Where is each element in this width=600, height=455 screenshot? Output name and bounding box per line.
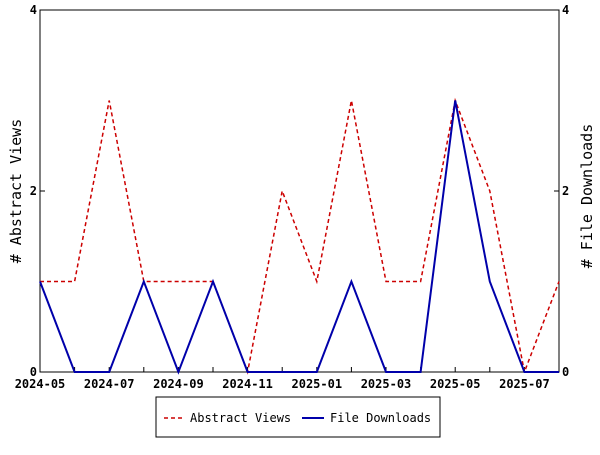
left-tick-label-2: 2 <box>30 184 37 198</box>
left-axis-ticks: 0 2 4 <box>30 3 45 379</box>
legend-label-abstract-views: Abstract Views <box>190 411 291 425</box>
x-tick-label-2025-07: 2025-07 <box>499 377 550 391</box>
legend-box <box>155 396 441 438</box>
right-axis-label: # File Downloads <box>578 124 596 269</box>
legend: Abstract Views File Downloads <box>155 396 441 438</box>
plot-area <box>39 9 560 373</box>
x-tick-label-2025-01: 2025-01 <box>292 377 343 391</box>
right-tick-label-0: 0 <box>562 365 569 379</box>
x-tick-label-2024-05: 2024-05 <box>15 377 66 391</box>
legend-label-file-downloads: File Downloads <box>330 411 431 425</box>
x-tick-label-2024-11: 2024-11 <box>222 377 273 391</box>
left-axis-label: # Abstract Views <box>7 119 25 264</box>
x-tick-label-2024-09: 2024-09 <box>153 377 204 391</box>
x-axis-ticks: 2024-05 2024-07 2024-09 2024-11 2025-01 2025-… <box>15 367 560 391</box>
x-tick-label-2025-05: 2025-05 <box>430 377 481 391</box>
series-line-file-downloads <box>39 100 559 375</box>
left-tick-label-0: 0 <box>30 365 37 379</box>
left-tick-label-4: 4 <box>30 3 37 17</box>
right-tick-label-4: 4 <box>562 3 569 17</box>
x-tick-label-2024-07: 2024-07 <box>84 377 135 391</box>
series-line-abstract-views <box>40 97 560 375</box>
right-tick-label-2: 2 <box>562 184 569 198</box>
x-tick-label-2025-03: 2025-03 <box>361 377 412 391</box>
series-lines <box>39 97 560 375</box>
